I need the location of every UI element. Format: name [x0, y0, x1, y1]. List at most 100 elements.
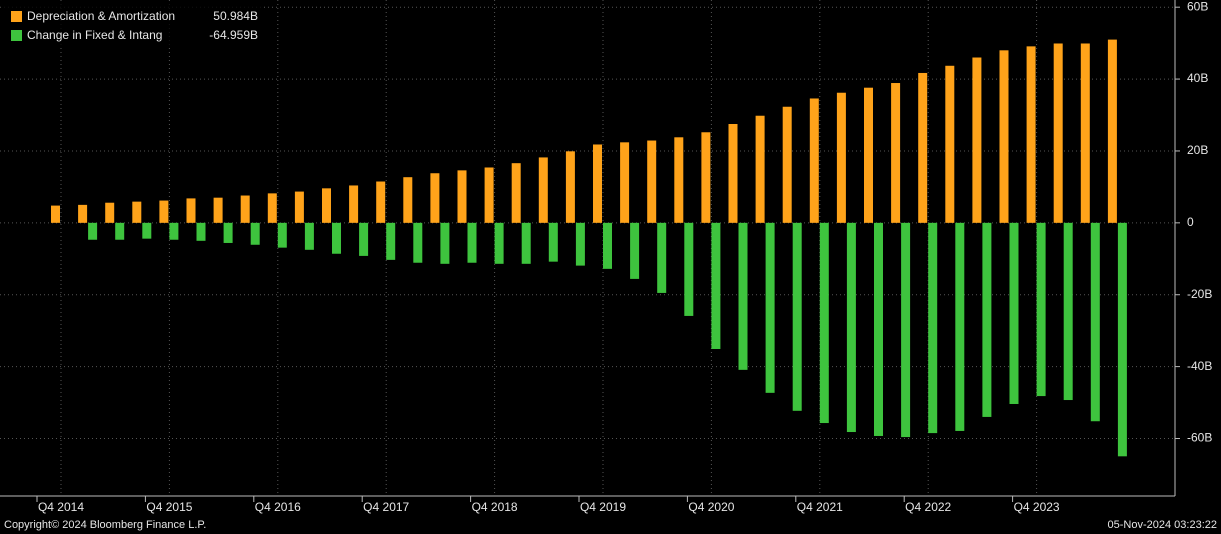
bar	[494, 222, 504, 264]
bar	[593, 144, 602, 223]
bar	[765, 222, 775, 393]
bar	[647, 140, 657, 223]
bar	[701, 132, 711, 223]
bar	[891, 83, 901, 223]
bar	[538, 157, 548, 223]
x-tick-label: Q4 2019	[580, 500, 626, 514]
bar	[711, 222, 721, 349]
x-tick-label: Q4 2014	[38, 500, 84, 514]
bar	[332, 222, 341, 254]
bar	[901, 222, 911, 438]
bar	[657, 222, 667, 293]
x-tick-label: Q4 2016	[255, 500, 301, 514]
bar	[674, 137, 684, 223]
bar	[169, 222, 179, 240]
legend-box	[2, 2, 264, 46]
y-tick-label: 40B	[1187, 71, 1208, 85]
y-tick-label: 20B	[1187, 143, 1208, 157]
y-tick-label: 0	[1187, 215, 1194, 229]
legend-label: Change in Fixed & Intang	[27, 28, 162, 42]
bar	[972, 57, 982, 223]
bar	[430, 173, 440, 223]
bar	[1026, 46, 1036, 223]
bar	[846, 222, 856, 433]
bar	[565, 151, 575, 223]
bar	[782, 106, 792, 223]
bar	[684, 222, 694, 316]
bar	[630, 222, 640, 279]
bar	[457, 170, 467, 223]
bar	[115, 222, 125, 240]
bar	[484, 167, 494, 223]
bar	[874, 222, 883, 436]
bar	[386, 222, 396, 260]
bar	[982, 222, 992, 417]
bar	[755, 115, 765, 223]
bar	[440, 222, 450, 264]
bar	[1009, 222, 1019, 404]
bar	[240, 195, 250, 223]
bar	[403, 177, 413, 223]
bar	[836, 92, 846, 223]
x-tick-label: Q4 2017	[363, 500, 409, 514]
bar	[277, 222, 287, 248]
x-tick-label: Q4 2015	[146, 500, 192, 514]
bar	[521, 222, 531, 264]
bar	[738, 222, 748, 370]
bar	[186, 198, 196, 223]
legend-label: Depreciation & Amortization	[27, 9, 175, 23]
bar	[1036, 222, 1046, 397]
bar	[620, 142, 630, 223]
legend-swatch	[11, 30, 22, 41]
y-tick-label: -60B	[1187, 431, 1212, 445]
legend-value: 50.984B	[213, 9, 258, 23]
bar	[250, 222, 260, 245]
bar	[78, 204, 88, 223]
y-tick-label: -20B	[1187, 287, 1212, 301]
bar	[1063, 222, 1073, 401]
bar	[304, 222, 314, 250]
bar	[864, 87, 873, 223]
bar	[322, 188, 331, 223]
timestamp: 05-Nov-2024 03:23:22	[1108, 519, 1217, 531]
bar	[511, 163, 521, 223]
legend-value: -64.959B	[209, 28, 258, 42]
bar	[1080, 43, 1090, 223]
bar	[999, 50, 1009, 223]
copyright: Copyright© 2024 Bloomberg Finance L.P.	[4, 519, 206, 531]
bar	[548, 222, 558, 262]
y-tick-label: -40B	[1187, 359, 1212, 373]
bar	[105, 202, 115, 223]
legend-swatch	[11, 11, 22, 22]
bar	[349, 185, 359, 223]
bar	[223, 222, 233, 243]
x-tick-label: Q4 2018	[472, 500, 518, 514]
y-tick-label: 60B	[1187, 0, 1208, 13]
bar	[213, 197, 223, 223]
bar	[728, 124, 738, 223]
bar	[294, 191, 304, 223]
bar	[1053, 43, 1063, 223]
x-tick-label: Q4 2023	[1014, 500, 1060, 514]
bar	[918, 72, 928, 223]
bar	[792, 222, 802, 411]
bar	[1090, 222, 1100, 422]
bar	[376, 181, 386, 223]
x-tick-label: Q4 2020	[688, 500, 734, 514]
bar	[809, 98, 819, 223]
bar	[1107, 39, 1117, 223]
bar	[267, 193, 277, 223]
bar	[603, 222, 612, 269]
bar	[1117, 222, 1127, 457]
bar	[955, 222, 965, 431]
bar	[945, 65, 955, 223]
bar	[359, 222, 369, 256]
bar	[142, 222, 152, 239]
bar	[413, 222, 423, 263]
x-tick-label: Q4 2021	[797, 500, 843, 514]
bar	[88, 222, 98, 240]
bar	[196, 222, 206, 241]
bar	[928, 222, 938, 434]
x-tick-label: Q4 2022	[905, 500, 951, 514]
